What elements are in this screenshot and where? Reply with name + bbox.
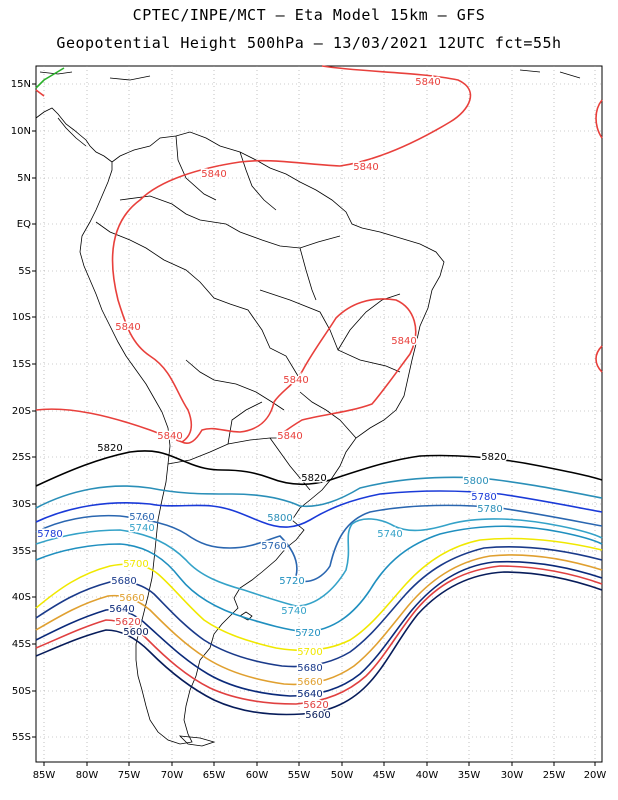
contour-5700 xyxy=(35,537,603,652)
contour-5640 xyxy=(35,560,603,697)
contour-5740 xyxy=(35,518,603,607)
contour-label: 5740 xyxy=(281,606,306,617)
lat-label: 40S xyxy=(12,592,31,603)
contour-5820 xyxy=(35,450,603,487)
contour-label: 5600 xyxy=(305,710,330,721)
contour-label: 5640 xyxy=(109,604,134,615)
grid-lines xyxy=(32,66,602,766)
lon-label: 65W xyxy=(203,770,226,781)
lat-label: 15S xyxy=(12,359,31,370)
contour-label: 5720 xyxy=(279,576,304,587)
contour-label: 5660 xyxy=(119,593,144,604)
contour-label: 5780 xyxy=(477,504,502,515)
contour-5720 xyxy=(35,525,603,633)
contour-label: 5840 xyxy=(157,431,182,442)
lon-label: 45W xyxy=(373,770,396,781)
contour-5840-south xyxy=(35,298,417,445)
lat-label: EQ xyxy=(17,219,31,230)
lat-label: 10N xyxy=(11,126,31,137)
lon-label: 80W xyxy=(76,770,99,781)
south-america-coast xyxy=(79,131,445,745)
contour-label: 5620 xyxy=(115,617,140,628)
lon-label: 30W xyxy=(501,770,524,781)
contour-labels: 5840 5840 5840 5840 5840 5840 5840 5840 … xyxy=(36,76,508,723)
lat-label: 50S xyxy=(12,686,31,697)
contour-5760 xyxy=(35,504,603,583)
contour-5600 xyxy=(35,571,603,716)
contour-5800 xyxy=(35,476,603,509)
contour-label: 5700 xyxy=(123,559,148,570)
contour-label: 5720 xyxy=(295,628,320,639)
contour-5840-east xyxy=(595,99,603,373)
contour-5780 xyxy=(35,490,603,528)
contour-label: 5780 xyxy=(37,529,62,540)
lon-label: 75W xyxy=(118,770,141,781)
lon-label: 60W xyxy=(246,770,269,781)
contour-label: 5600 xyxy=(123,627,148,638)
lat-label: 30S xyxy=(12,499,31,510)
contour-lines xyxy=(35,65,603,716)
contour-5680 xyxy=(35,545,603,668)
longitude-labels: 85W 80W 75W 70W 65W 60W 55W 50W 45W 40W … xyxy=(33,770,607,781)
lat-label: 25S xyxy=(12,452,31,463)
contour-label: 5780 xyxy=(471,492,496,503)
country-borders xyxy=(95,135,401,491)
lon-label: 25W xyxy=(543,770,566,781)
contour-5620 xyxy=(35,565,603,705)
lat-label: 20S xyxy=(12,406,31,417)
contour-label: 5800 xyxy=(463,476,488,487)
latitude-labels: 15N 10N 5N EQ 5S 10S 15S 20S 25S 30S 35S… xyxy=(11,79,31,743)
contour-label: 5840 xyxy=(353,162,378,173)
lat-label: 10S xyxy=(12,312,31,323)
lon-label: 70W xyxy=(161,770,184,781)
contour-label: 5840 xyxy=(283,375,308,386)
lon-label: 40W xyxy=(416,770,439,781)
contour-label: 5820 xyxy=(97,443,122,454)
contour-label: 5760 xyxy=(261,541,286,552)
contour-label: 5760 xyxy=(129,512,154,523)
contour-label: 5840 xyxy=(415,77,440,88)
contour-5660 xyxy=(35,554,603,686)
map-frame xyxy=(35,65,603,763)
contour-label: 5640 xyxy=(297,689,322,700)
contour-label: 5740 xyxy=(377,529,402,540)
lon-label: 50W xyxy=(331,770,354,781)
lat-label: 15N xyxy=(11,79,31,90)
caribbean-islands xyxy=(39,69,581,81)
title-line-1: CPTEC/INPE/MCT – Eta Model 15km – GFS xyxy=(132,6,486,24)
lon-label: 85W xyxy=(33,770,56,781)
contour-label: 5680 xyxy=(297,663,322,674)
contour-green-fragment xyxy=(35,67,65,89)
contour-5840-sw-edge xyxy=(35,89,45,97)
lat-label: 45S xyxy=(12,639,31,650)
contour-label: 5620 xyxy=(303,700,328,711)
contour-label: 5700 xyxy=(297,647,322,658)
title-line-2: Geopotential Height 500hPa – 13/03/2021 … xyxy=(56,34,562,52)
contour-label: 5840 xyxy=(277,431,302,442)
contour-label: 5680 xyxy=(111,576,136,587)
contour-label: 5820 xyxy=(481,452,506,463)
lon-label: 55W xyxy=(288,770,311,781)
contour-label: 5740 xyxy=(129,523,154,534)
lon-label: 35W xyxy=(458,770,481,781)
coastlines xyxy=(35,69,581,747)
lat-label: 35S xyxy=(12,546,31,557)
contour-5840-northern xyxy=(111,65,472,443)
falklands xyxy=(239,611,253,621)
contour-label: 5840 xyxy=(391,336,416,347)
contour-label: 5840 xyxy=(115,322,140,333)
lat-label: 5S xyxy=(18,266,31,277)
lon-label: 20W xyxy=(584,770,607,781)
lat-label: 55S xyxy=(12,732,31,743)
contour-label: 5840 xyxy=(201,169,226,180)
contour-label: 5660 xyxy=(297,677,322,688)
central-america-coast xyxy=(35,107,113,163)
lat-label: 5N xyxy=(17,173,31,184)
contour-label: 5800 xyxy=(267,513,292,524)
tierra-del-fuego xyxy=(178,735,216,747)
contour-label: 5820 xyxy=(301,473,326,484)
